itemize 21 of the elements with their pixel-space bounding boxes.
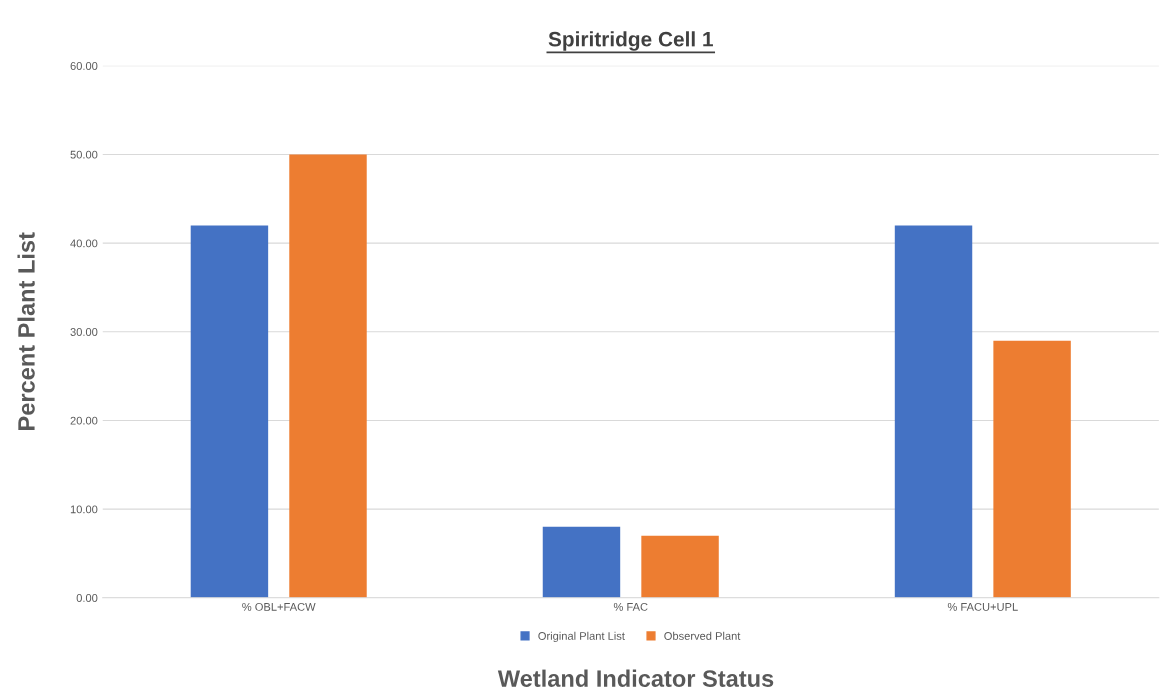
y-tick-label: 60.00 (70, 62, 98, 70)
x-tick-label: % FAC (613, 602, 648, 611)
bar (289, 154, 367, 598)
bar (190, 225, 269, 598)
y-tick-label: 10.00 (70, 505, 98, 514)
y-tick-label: 30.00 (70, 328, 98, 336)
y-tick-label: 40.00 (70, 239, 98, 248)
y-tick-label: 50.00 (70, 150, 98, 159)
bar (993, 340, 1071, 598)
y-axis-title: Percent Plant List (17, 232, 35, 430)
legend-label: Original Plant List (538, 631, 625, 643)
x-axis-title: Wetland Indicator Status (497, 669, 774, 687)
y-tick-label: 20.00 (70, 416, 98, 425)
legend-label: Observed Plant (664, 631, 741, 640)
bar (894, 225, 973, 598)
x-tick-label: % FACU+UPL (947, 602, 1018, 611)
y-tick-label: 0.00 (76, 594, 98, 602)
x-tick-label: % OBL+FACW (242, 602, 316, 611)
bar (542, 526, 621, 598)
bar (641, 535, 719, 598)
chart-title: Spiritridge Cell 1 (548, 31, 713, 51)
